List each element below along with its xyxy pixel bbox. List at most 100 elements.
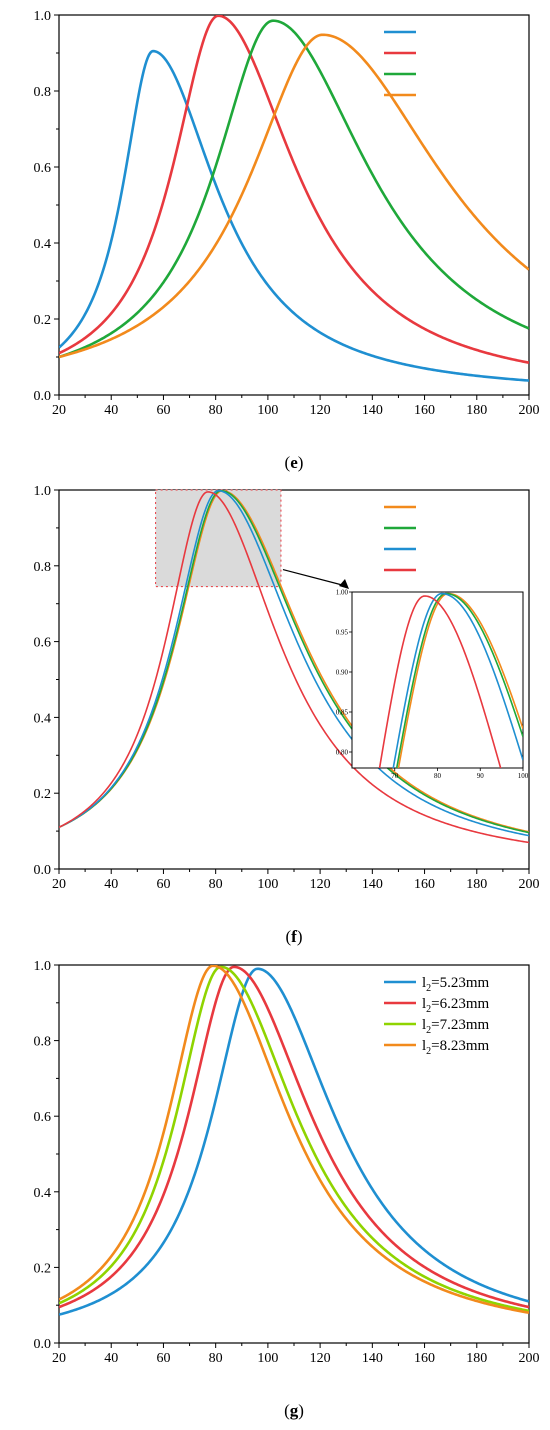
x-tick-label: 180 (466, 877, 487, 892)
zoom-region-box (155, 489, 282, 588)
zoom-arrow-line (282, 569, 347, 587)
y-tick-label: 0.2 (34, 787, 52, 802)
x-tick-label: 200 (519, 403, 540, 418)
inset-chart: 70 80 90 100 0.80 0.85 0.90 0.95 1.00 (336, 589, 529, 781)
x-tick-label: 140 (362, 877, 383, 892)
x-tick-label: 160 (414, 877, 435, 892)
x-tick-label: 40 (104, 1351, 118, 1366)
inset-x-tick-label: 80 (434, 772, 442, 780)
y-tick-label: 0.6 (34, 636, 52, 651)
panel-label-close: ) (298, 453, 304, 472)
series-line-3 (59, 491, 529, 844)
inset-series-line-3 (378, 595, 502, 768)
panel-label-open: ( (285, 453, 291, 472)
x-tick-label: 40 (104, 403, 118, 418)
inset-x-tick-label: 90 (477, 772, 485, 780)
legend-label-rest: =5.23mm (431, 975, 489, 991)
y-tick-label: 0.0 (34, 863, 52, 878)
series-line-1 (59, 490, 529, 834)
x-tick-label: 80 (209, 1351, 223, 1366)
series-line-3 (59, 965, 529, 1315)
legend-label-sub: 2 (426, 1025, 431, 1036)
inset-series-line-1 (395, 592, 523, 768)
legend-label-sub: 2 (426, 1004, 431, 1015)
x-tick-label: 120 (310, 403, 331, 418)
x-tick-label: 20 (52, 877, 66, 892)
x-tick-label: 180 (466, 1351, 487, 1366)
legend-label-sub: 2 (426, 1046, 431, 1057)
legend-label-main: l (422, 996, 426, 1012)
y-tick-label: 0.4 (34, 1186, 52, 1201)
inset-series-line-0 (397, 592, 523, 768)
panel-label-letter: g (290, 1401, 299, 1420)
panel-label-open: ( (285, 927, 291, 946)
x-tick-label: 120 (310, 877, 331, 892)
panel-label-letter: e (290, 453, 298, 472)
legend-label-1: l2=6.23mm (422, 996, 490, 1015)
x-tick-label: 40 (104, 877, 118, 892)
chart-panel-e: 20 40 60 80 100 120 140 160 180 200 0.0 0.2 0.4 0.6 0.… (34, 9, 540, 472)
panel-label: (f) (285, 927, 302, 946)
x-tick-label: 100 (257, 1351, 278, 1366)
x-tick-label: 180 (466, 403, 487, 418)
x-tick-label: 80 (209, 403, 223, 418)
x-tick-label: 140 (362, 403, 383, 418)
x-tick-label: 140 (362, 1351, 383, 1366)
y-tick-label: 1.0 (34, 484, 52, 499)
inset-y-tick-label: 0.90 (336, 669, 349, 677)
x-tick-label: 100 (257, 403, 278, 418)
y-tick-label: 0.6 (34, 161, 52, 176)
y-tick-label: 1.0 (34, 9, 52, 24)
series-line-0 (59, 49, 529, 382)
y-tick-label: 0.4 (34, 237, 52, 252)
legend-label-rest: =7.23mm (431, 1017, 489, 1033)
panel-label: (g) (284, 1401, 304, 1420)
legend-label-2: l2=7.23mm (422, 1017, 490, 1036)
y-tick-label: 0.8 (34, 560, 52, 575)
y-tick-label: 0.4 (34, 711, 52, 726)
series-line-1 (59, 15, 529, 364)
inset-x-tick-label: 70 (391, 772, 399, 780)
inset-y-tick-label: 0.80 (336, 749, 349, 757)
inset-series-line-2 (392, 592, 523, 768)
x-tick-label: 160 (414, 1351, 435, 1366)
series-line-0 (59, 967, 529, 1316)
inset-y-tick-label: 1.00 (336, 589, 349, 597)
panel-label-letter: f (291, 927, 297, 946)
legend-label-main: l (422, 1017, 426, 1033)
panel-label-open: ( (284, 1401, 290, 1420)
x-tick-label: 100 (257, 877, 278, 892)
y-tick-label: 0.8 (34, 1035, 52, 1050)
panel-label-close: ) (297, 927, 303, 946)
y-tick-label: 0.0 (34, 389, 52, 404)
x-tick-label: 20 (52, 1351, 66, 1366)
y-tick-label: 0.8 (34, 85, 52, 100)
y-tick-label: 0.0 (34, 1337, 52, 1352)
chart-panel-f: 20 40 60 80 100 120 140 160 180 200 0.0 0.2 0.4 0.6 0.… (34, 484, 540, 946)
y-tick-label: 0.2 (34, 1261, 52, 1276)
x-tick-label: 60 (156, 403, 170, 418)
x-tick-label: 80 (209, 877, 223, 892)
series-line-2 (59, 19, 529, 359)
series-line-2 (59, 965, 529, 1313)
inset-frame (351, 591, 524, 769)
inset-y-tick-label: 0.95 (336, 629, 349, 637)
y-tick-label: 1.0 (34, 959, 52, 974)
legend-label-main: l (422, 1038, 426, 1054)
panel-label: (e) (285, 453, 304, 472)
y-tick-label: 0.6 (34, 1110, 52, 1125)
legend-label-0: l2=5.23mm (422, 975, 490, 994)
x-tick-label: 200 (519, 877, 540, 892)
x-tick-label: 60 (156, 1351, 170, 1366)
legend-label-main: l (422, 975, 426, 991)
chart-panel-g: 20 40 60 80 100 120 140 160 180 200 0.0 0.2 0.4 0.6 0.… (34, 959, 540, 1420)
y-tick-label: 0.2 (34, 313, 52, 328)
zoom-arrow-head (339, 579, 349, 589)
series-line-3 (59, 33, 529, 359)
legend-label-rest: =6.23mm (431, 996, 489, 1012)
x-tick-label: 60 (156, 877, 170, 892)
inset-y-tick-label: 0.85 (336, 709, 349, 717)
legend-label-3: l2=8.23mm (422, 1038, 490, 1057)
x-tick-label: 20 (52, 403, 66, 418)
